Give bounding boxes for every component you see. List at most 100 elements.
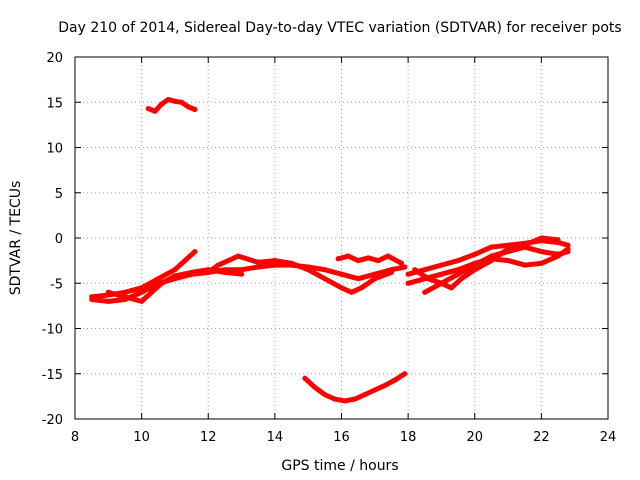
data-point bbox=[172, 273, 178, 279]
data-point bbox=[312, 384, 318, 390]
data-point bbox=[185, 104, 191, 110]
y-tick-label: 5 bbox=[55, 187, 63, 202]
x-tick-label: 12 bbox=[200, 430, 217, 445]
data-point bbox=[438, 280, 444, 286]
data-point bbox=[555, 237, 561, 243]
data-point bbox=[165, 97, 171, 102]
y-tick-label: -10 bbox=[42, 323, 63, 338]
data-point bbox=[405, 271, 411, 277]
data-point bbox=[555, 251, 561, 257]
y-tick-label: -15 bbox=[42, 368, 63, 383]
x-tick-label: 8 bbox=[71, 430, 79, 445]
data-point bbox=[412, 267, 418, 273]
data-point bbox=[235, 253, 241, 259]
data-point bbox=[155, 276, 161, 282]
data-point bbox=[192, 249, 198, 255]
chart-title: Day 210 of 2014, Sidereal Day-to-day VTE… bbox=[58, 20, 621, 36]
data-point bbox=[389, 269, 394, 275]
data-point bbox=[139, 289, 145, 295]
data-point bbox=[159, 280, 165, 286]
x-tick-label: 14 bbox=[267, 430, 284, 445]
data-point bbox=[385, 253, 391, 259]
data-point bbox=[172, 267, 178, 273]
data-point bbox=[405, 280, 411, 286]
data-point bbox=[145, 106, 151, 112]
data-point bbox=[105, 289, 111, 295]
data-point bbox=[488, 258, 494, 264]
data-point bbox=[302, 375, 308, 381]
data-point bbox=[215, 262, 221, 268]
data-series bbox=[89, 97, 571, 404]
data-point bbox=[339, 271, 344, 277]
data-point bbox=[382, 383, 388, 388]
data-point bbox=[488, 244, 494, 250]
data-point bbox=[349, 289, 354, 295]
data-point bbox=[305, 267, 311, 273]
x-axis-label: GPS time / hours bbox=[281, 458, 398, 474]
data-point bbox=[152, 108, 158, 114]
data-point bbox=[352, 396, 358, 402]
data-point bbox=[448, 285, 454, 291]
data-point bbox=[122, 289, 128, 295]
data-point bbox=[565, 242, 571, 248]
data-point bbox=[355, 258, 361, 264]
data-point bbox=[342, 398, 348, 404]
data-point bbox=[272, 258, 278, 264]
data-point bbox=[472, 251, 478, 257]
data-point bbox=[189, 271, 195, 277]
data-point bbox=[362, 392, 368, 398]
data-point bbox=[422, 289, 428, 295]
data-point bbox=[89, 297, 95, 302]
data-point bbox=[345, 253, 351, 259]
data-point bbox=[322, 267, 328, 273]
data-point bbox=[438, 262, 444, 268]
x-tick-label: 10 bbox=[133, 430, 150, 445]
data-point bbox=[255, 264, 261, 270]
data-point bbox=[289, 260, 294, 266]
data-point bbox=[372, 271, 378, 277]
data-point bbox=[205, 269, 211, 275]
x-tick-label: 18 bbox=[400, 430, 417, 445]
data-point bbox=[505, 246, 511, 252]
data-point bbox=[182, 258, 188, 264]
data-point bbox=[538, 260, 544, 266]
data-point bbox=[522, 242, 528, 248]
y-tick-label: 15 bbox=[46, 96, 63, 111]
data-point bbox=[438, 271, 444, 277]
data-point bbox=[425, 276, 431, 282]
data-point bbox=[402, 371, 408, 377]
data-point bbox=[139, 298, 145, 304]
data-point bbox=[372, 276, 378, 282]
data-point bbox=[365, 255, 371, 261]
data-point bbox=[359, 285, 364, 291]
y-tick-label: -20 bbox=[42, 413, 63, 428]
data-point bbox=[122, 294, 128, 300]
data-point bbox=[239, 267, 245, 273]
data-point bbox=[455, 258, 461, 264]
data-point bbox=[538, 249, 544, 255]
data-point bbox=[335, 256, 341, 262]
data-point bbox=[255, 259, 261, 265]
data-point bbox=[355, 276, 361, 282]
x-tick-label: 22 bbox=[533, 430, 550, 445]
y-tick-label: 10 bbox=[46, 142, 63, 157]
data-point bbox=[105, 298, 111, 304]
data-point bbox=[375, 258, 381, 264]
data-point bbox=[339, 285, 344, 291]
data-point bbox=[565, 249, 571, 255]
data-point bbox=[372, 387, 378, 393]
data-point bbox=[522, 262, 528, 268]
data-point bbox=[239, 271, 245, 277]
data-point bbox=[179, 99, 185, 105]
data-point bbox=[399, 260, 404, 266]
data-point bbox=[322, 392, 328, 398]
y-tick-label: 20 bbox=[46, 51, 63, 66]
y-tick-label: 0 bbox=[55, 232, 63, 247]
x-tick-label: 24 bbox=[600, 430, 617, 445]
data-point bbox=[172, 98, 178, 104]
x-tick-label: 16 bbox=[333, 430, 350, 445]
data-point bbox=[322, 276, 328, 282]
data-point bbox=[192, 107, 198, 112]
data-point bbox=[222, 267, 228, 273]
